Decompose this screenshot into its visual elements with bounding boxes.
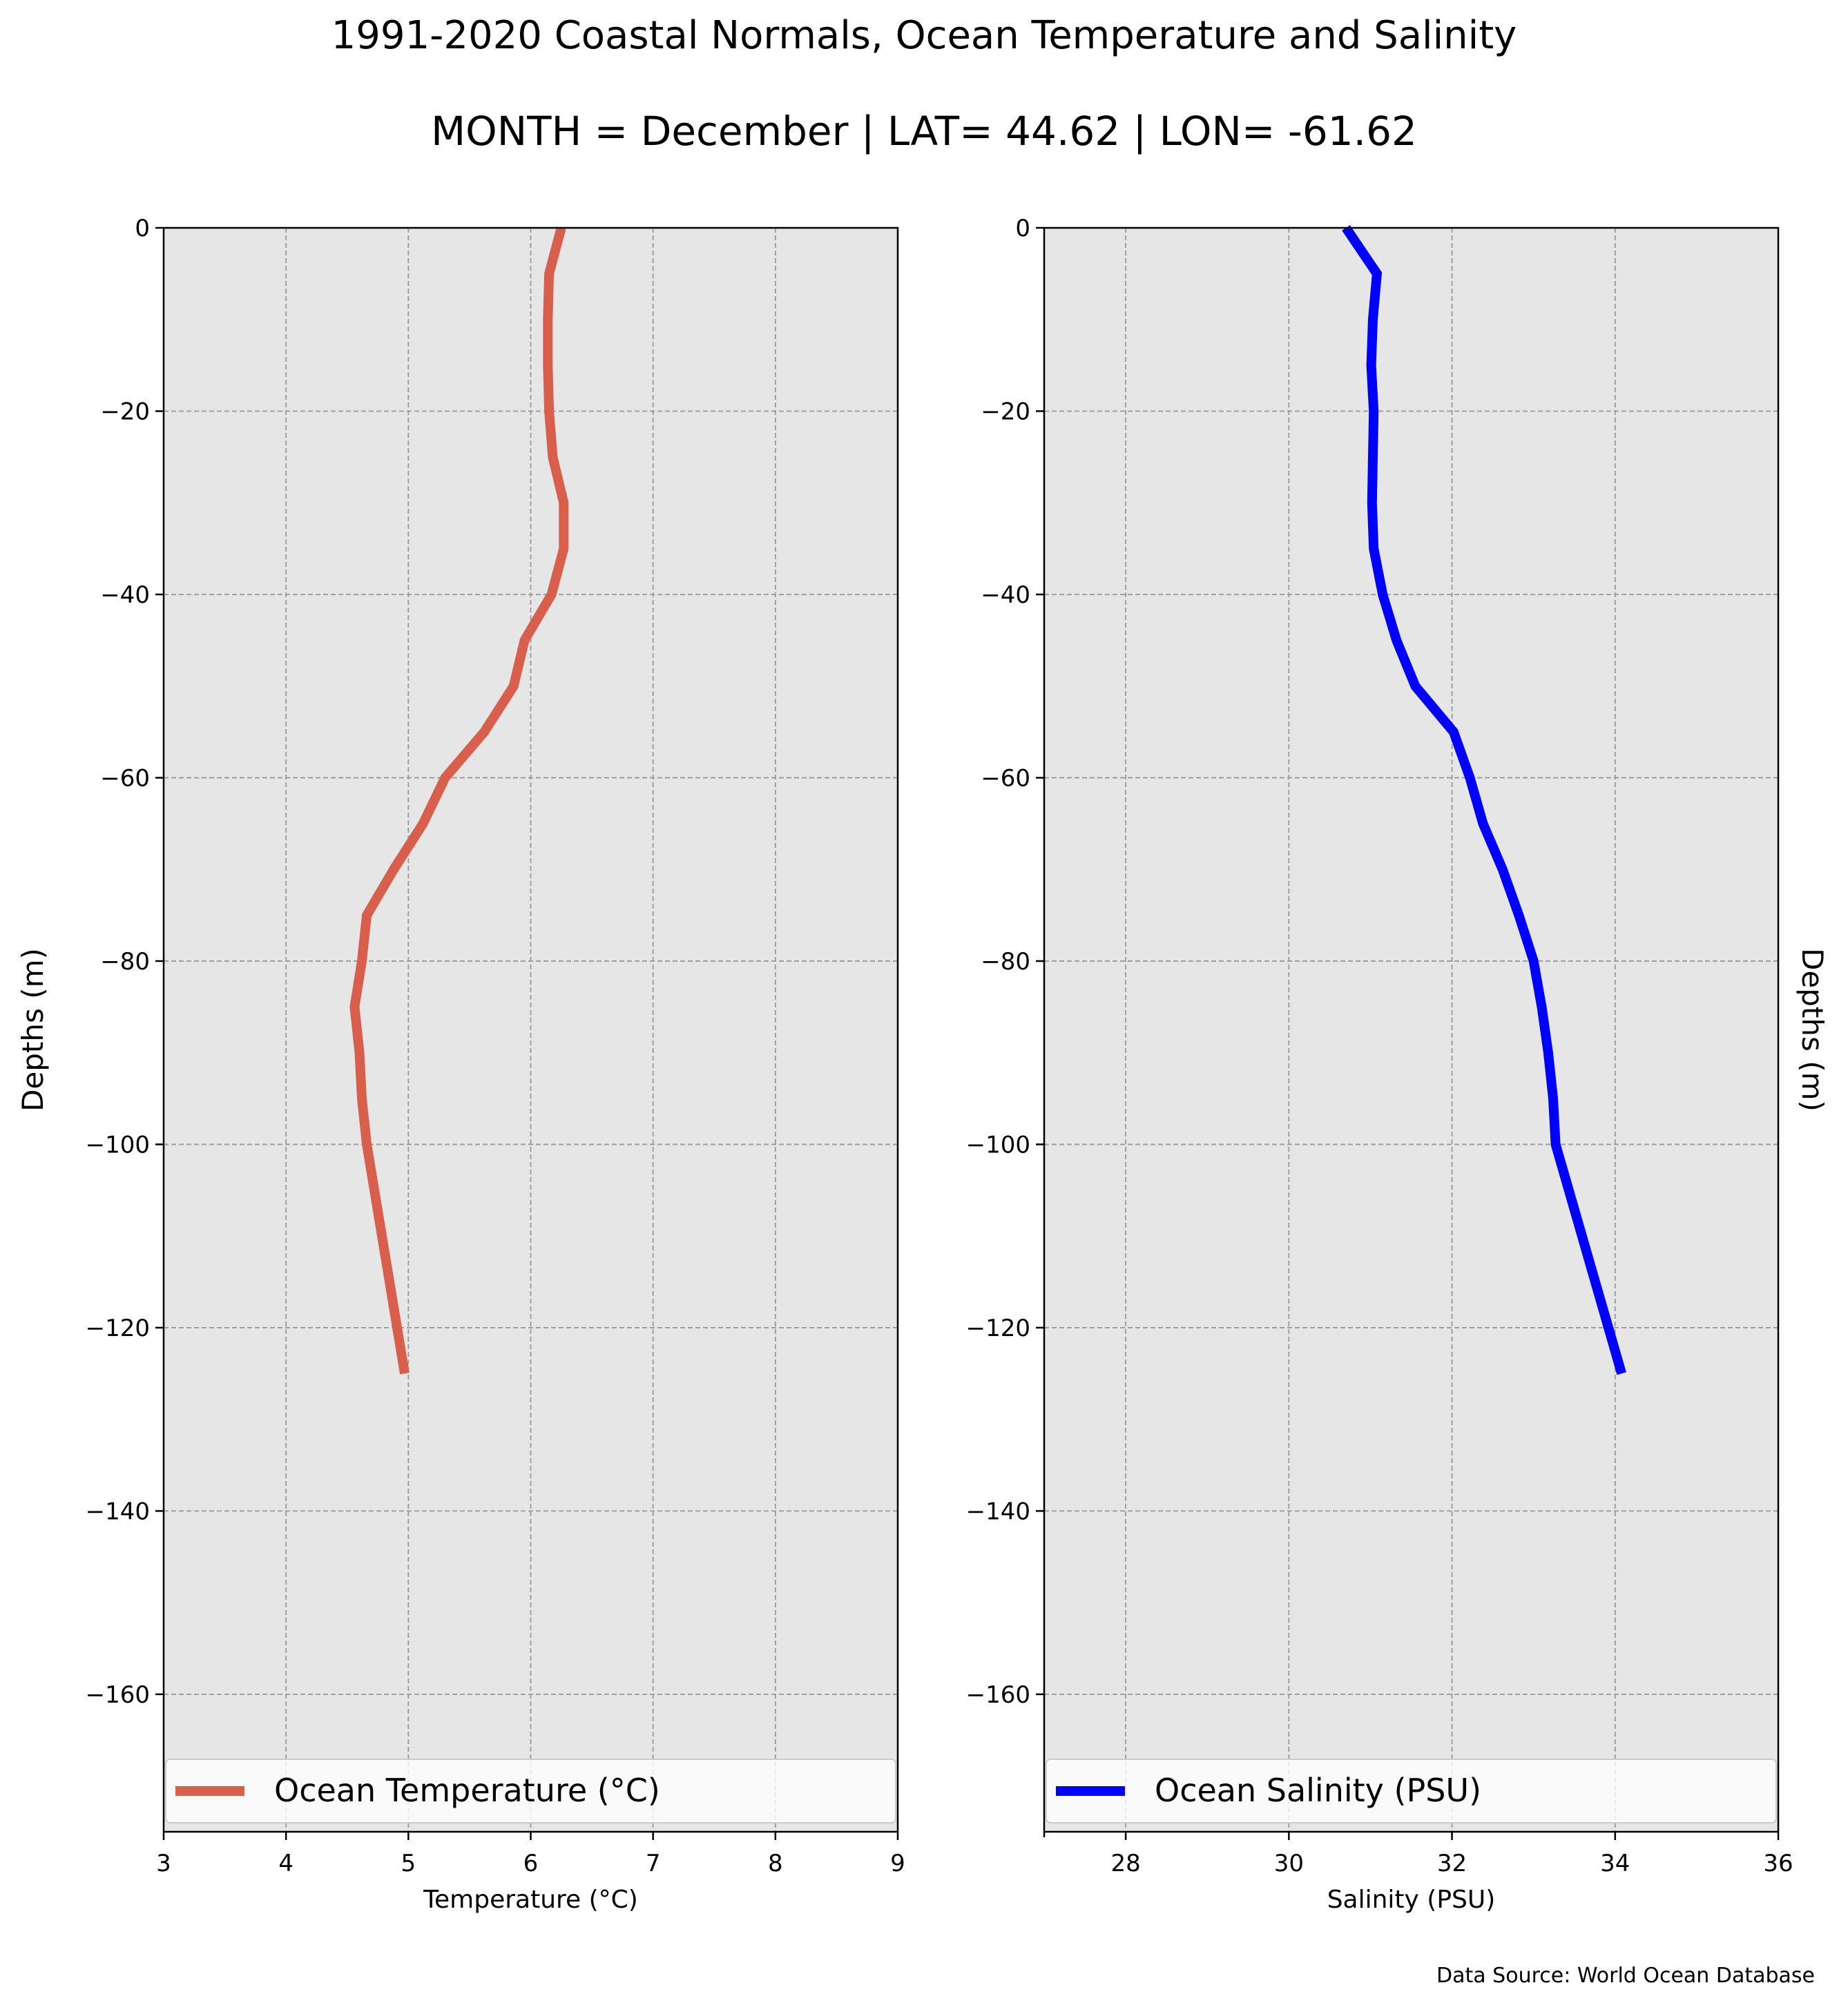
- y-tick-label: −80: [981, 948, 1030, 976]
- y-tick-label: −100: [966, 1131, 1030, 1159]
- temp-series-line: [349, 226, 569, 1375]
- y-tick-label: −60: [981, 764, 1030, 792]
- x-axis-label: Salinity (PSU): [1327, 1886, 1496, 1914]
- axes-frame: [162, 226, 899, 1833]
- y-tick-label: −80: [100, 948, 150, 976]
- plot-area: [1044, 228, 1778, 1832]
- legend-box: [1046, 1759, 1777, 1823]
- y-tick-label: −120: [86, 1315, 150, 1342]
- y-axis-label: Depths (m): [1796, 948, 1829, 1112]
- legend-label: Ocean Temperature (°C): [274, 1772, 660, 1809]
- x-tick-label: 7: [646, 1850, 661, 1877]
- x-tick-label: 30: [1274, 1850, 1304, 1877]
- x-tick-label: 6: [523, 1850, 539, 1877]
- temperature-panel: 0 −20 −40 −60 −80 −100 −120 −140 −160 3 4 5 6 7 8 9 Ocea…: [16, 215, 905, 1914]
- y-tick-label: −140: [86, 1498, 150, 1525]
- y-tick-label: −140: [966, 1498, 1030, 1525]
- y-tick-label: −20: [100, 398, 150, 425]
- y-tick-label: −40: [981, 581, 1030, 609]
- legend: Ocean Temperature (°C): [165, 1759, 896, 1823]
- x-tick-label: 4: [278, 1850, 293, 1877]
- x-tick-label: 28: [1110, 1850, 1140, 1877]
- x-tick-label: 3: [156, 1850, 171, 1877]
- x-tick-label: 34: [1600, 1850, 1630, 1877]
- x-tick-label: 36: [1763, 1850, 1793, 1877]
- x-axis-label: Temperature (°C): [423, 1886, 638, 1914]
- axes-frame: [1043, 226, 1780, 1833]
- x-tick-label: 8: [768, 1850, 783, 1877]
- y-tick-label: −160: [966, 1681, 1030, 1709]
- y-tick-label: −120: [966, 1315, 1030, 1342]
- x-tick-label: 9: [890, 1850, 905, 1877]
- y-axis-label: Depths (m): [16, 948, 50, 1112]
- data-source-note: Data Source: World Ocean Database: [1436, 1964, 1815, 1988]
- chart-title: 1991-2020 Coastal Normals, Ocean Tempera…: [331, 13, 1517, 58]
- legend-box: [165, 1759, 896, 1823]
- y-tick-label: −60: [100, 764, 150, 792]
- salinity-panel: 0 −20 −40 −60 −80 −100 −120 −140 −160 28 30 32 34 36 O…: [966, 215, 1829, 1914]
- y-tick-label: 0: [1015, 215, 1030, 242]
- sal-series-line: [1342, 225, 1626, 1375]
- legend: Ocean Salinity (PSU): [1046, 1759, 1777, 1823]
- x-tick-label: 5: [401, 1850, 416, 1877]
- chart-subtitle: MONTH = December | LAT= 44.62 | LON= -61…: [431, 108, 1417, 155]
- y-tick-label: −100: [86, 1131, 150, 1159]
- y-tick-label: −160: [86, 1681, 150, 1709]
- y-tick-label: −20: [981, 398, 1030, 425]
- y-tick-label: −40: [100, 581, 150, 609]
- legend-label: Ocean Salinity (PSU): [1155, 1772, 1481, 1809]
- y-tick-label: 0: [135, 215, 150, 242]
- x-tick-label: 32: [1437, 1850, 1467, 1877]
